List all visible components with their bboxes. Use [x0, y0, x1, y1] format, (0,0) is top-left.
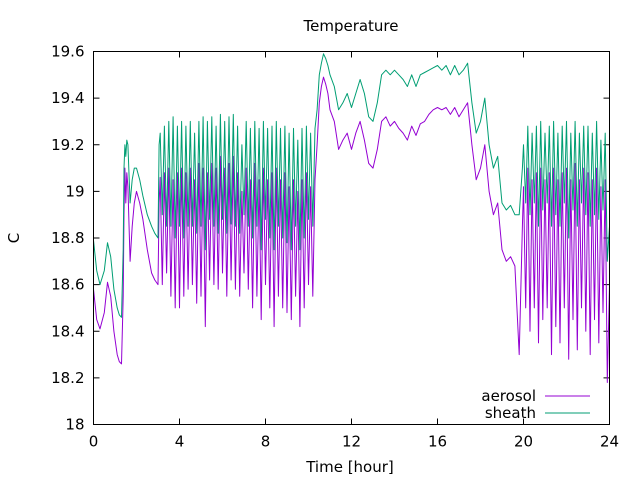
y-axis-label: C: [5, 233, 23, 243]
y-tick-label: 18.8: [51, 229, 84, 247]
x-tick-label: 20: [514, 433, 533, 451]
series-line-aerosol: [93, 76, 610, 383]
plot-series: [93, 53, 610, 383]
x-tick-label: 12: [342, 433, 361, 451]
chart-title: Temperature: [302, 17, 398, 35]
x-axis-label: Time [hour]: [305, 458, 394, 476]
x-tick-label: 24: [600, 433, 619, 451]
plot-frame: [93, 51, 610, 425]
series-line-sheath: [93, 53, 610, 318]
y-tick-label: 18.2: [51, 369, 84, 387]
legend-label-sheath: sheath: [485, 404, 536, 422]
x-tick-label: 4: [175, 433, 185, 451]
x-tick-label: 0: [89, 433, 99, 451]
y-tick-label: 18: [65, 416, 84, 434]
y-tick-label: 19.6: [51, 43, 84, 61]
legend-label-aerosol: aerosol: [481, 387, 536, 405]
y-tick-label: 19: [65, 182, 84, 200]
axis-ticks: 0 4 8 12 16 20 24 18 18.2 18.4 18.6 18.8 19 19.2 19.4 1…: [51, 43, 619, 451]
y-tick-label: 19.2: [51, 136, 84, 154]
x-tick-label: 8: [261, 433, 271, 451]
y-tick-label: 18.6: [51, 276, 84, 294]
x-tick-label: 16: [428, 433, 447, 451]
y-tick-label: 19.4: [51, 89, 84, 107]
y-tick-label: 18.4: [51, 322, 84, 340]
